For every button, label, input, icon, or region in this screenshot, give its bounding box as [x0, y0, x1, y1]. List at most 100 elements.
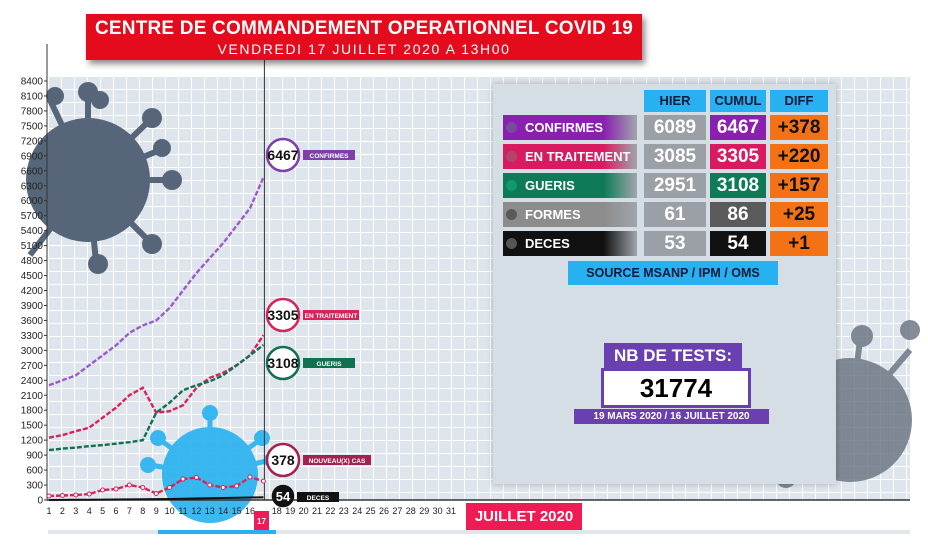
- highlight-day: 17: [254, 511, 269, 533]
- series-tag: [297, 492, 339, 502]
- header-banner: CENTRE DE COMMANDEMENT OPERATIONNEL COVI…: [86, 14, 642, 60]
- y-tick-label: 5700: [21, 211, 44, 222]
- bullet-icon: [506, 151, 517, 162]
- y-tick-label: 5100: [21, 241, 44, 252]
- x-tick-label: 23: [339, 506, 349, 516]
- x-tick-label: 3: [73, 506, 78, 516]
- y-tick-label: 6000: [21, 196, 44, 207]
- x-tick-label: 10: [165, 506, 175, 516]
- data-point: [167, 485, 173, 491]
- series-line: [48, 176, 265, 387]
- scrollbar-thumb[interactable]: [158, 530, 276, 534]
- series-tag: [303, 150, 355, 160]
- x-tick-label: 18: [272, 506, 282, 516]
- y-tick-label: 8400: [21, 77, 44, 88]
- data-point: [113, 486, 119, 492]
- cell-cumul: 3108: [710, 173, 766, 198]
- col-header-hier: HIER: [644, 90, 706, 112]
- data-point: [59, 493, 65, 499]
- month-label: JUILLET 2020: [466, 503, 582, 531]
- page-title: CENTRE DE COMMANDEMENT OPERATIONNEL COVI…: [94, 18, 634, 39]
- cell-hier: 61: [644, 202, 706, 227]
- value-bubble: [265, 297, 301, 333]
- col-header-cumul: CUMUL: [710, 90, 766, 112]
- data-point: [73, 492, 79, 498]
- y-tick-label: 3300: [21, 331, 44, 342]
- y-tick-label: 1200: [21, 436, 44, 447]
- value-bubble: [265, 345, 301, 381]
- x-tick-label: 20: [299, 506, 309, 516]
- y-tick-label: 7800: [21, 106, 44, 117]
- x-tick-label: 28: [406, 506, 416, 516]
- x-tick-label: 4: [87, 506, 92, 516]
- series-tag: [303, 455, 371, 465]
- cell-cumul: 54: [710, 231, 766, 256]
- x-tick-label: 9: [154, 506, 159, 516]
- value-bubble-label: 3108: [267, 355, 298, 371]
- row-label: DECES: [503, 231, 637, 256]
- series-tag: [303, 358, 355, 368]
- data-point: [100, 487, 106, 493]
- series-line: [48, 334, 265, 439]
- y-tick-label: 0: [37, 496, 43, 507]
- value-bubble: [265, 137, 301, 173]
- bullet-icon: [506, 238, 517, 249]
- x-tick-label: 7: [127, 506, 132, 516]
- cell-cumul: 6467: [710, 115, 766, 140]
- x-tick-label: 19: [285, 506, 295, 516]
- x-tick-label: 21: [312, 506, 322, 516]
- y-tick-label: 4200: [21, 286, 44, 297]
- stats-panel: HIER CUMUL DIFF CONFIRMES 6089 6467 +378 EN …: [493, 84, 836, 484]
- cell-diff: +25: [770, 202, 828, 227]
- tests-value: 31774: [601, 368, 751, 408]
- cell-diff: +220: [770, 144, 828, 169]
- y-tick-label: 2100: [21, 391, 44, 402]
- cell-cumul: 3305: [710, 144, 766, 169]
- page-subtitle: VENDREDI 17 JUILLET 2020 A 13H00: [217, 41, 511, 57]
- series-line: [48, 344, 265, 452]
- row-label: GUERIS: [503, 173, 637, 198]
- x-tick-label: 6: [113, 506, 118, 516]
- y-tick-label: 6900: [21, 151, 44, 162]
- value-bubble: [271, 484, 295, 508]
- scrollbar[interactable]: [48, 530, 910, 534]
- series-tag-label: DECES: [307, 495, 330, 502]
- row-label: FORMES GRAVES: [503, 202, 637, 247]
- y-tick-label: 600: [26, 466, 43, 477]
- x-tick-label: 26: [379, 506, 389, 516]
- bullet-icon: [506, 122, 517, 133]
- cell-hier: 6089: [644, 115, 706, 140]
- y-tick-label: 6300: [21, 181, 44, 192]
- value-bubble-label: 378: [271, 452, 295, 468]
- x-tick-label: 15: [232, 506, 242, 516]
- y-tick-label: 4500: [21, 271, 44, 282]
- y-tick-label: 900: [26, 451, 43, 462]
- x-tick-label: 13: [205, 506, 215, 516]
- y-tick-label: 8100: [21, 91, 44, 102]
- cell-diff: +378: [770, 115, 828, 140]
- cell-diff: +1: [770, 231, 828, 256]
- series-tag-label: EN TRAITEMENT: [305, 313, 358, 320]
- data-point: [140, 485, 146, 491]
- x-tick-label: 8: [140, 506, 145, 516]
- x-tick-label: 31: [446, 506, 456, 516]
- y-tick-label: 7500: [21, 121, 44, 132]
- series-tag-label: GUERIS: [317, 361, 343, 368]
- data-point: [193, 475, 199, 481]
- source-label: SOURCE MSANP / IPM / OMS: [568, 261, 778, 285]
- data-point: [234, 483, 240, 489]
- cell-hier: 2951: [644, 173, 706, 198]
- x-tick-label: 22: [325, 506, 335, 516]
- data-point: [207, 482, 213, 488]
- value-bubble-label: 3305: [267, 307, 298, 323]
- col-header-diff: DIFF: [770, 90, 828, 112]
- y-tick-label: 7200: [21, 136, 44, 147]
- x-tick-label: 12: [191, 506, 201, 516]
- bullet-icon: [506, 180, 517, 191]
- data-point: [153, 491, 159, 497]
- cell-diff: +157: [770, 173, 828, 198]
- row-label: CONFIRMES: [503, 115, 637, 140]
- y-tick-label: 4800: [21, 256, 44, 267]
- y-tick-label: 2400: [21, 376, 44, 387]
- y-tick-label: 3000: [21, 346, 44, 357]
